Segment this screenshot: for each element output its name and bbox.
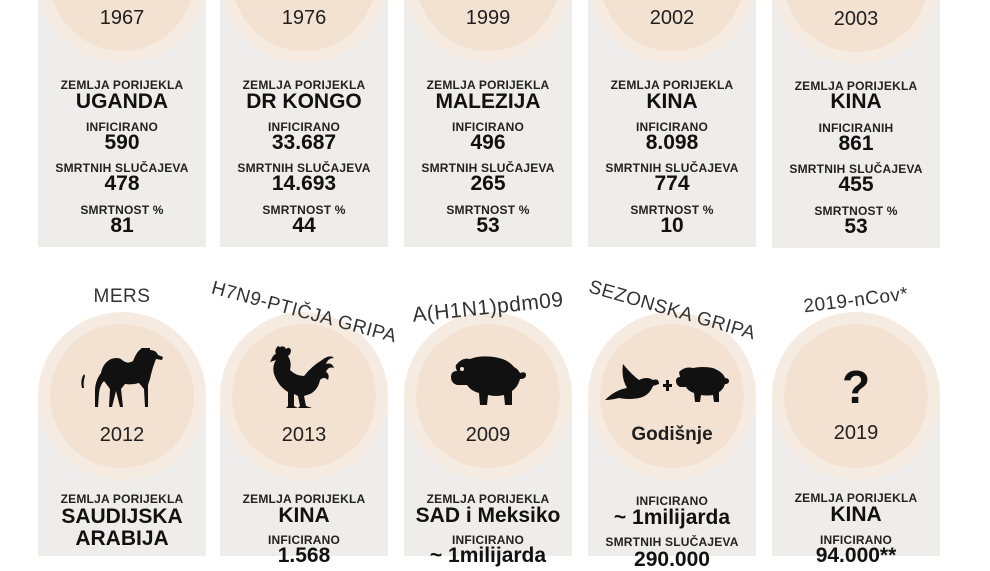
mortality-value: 44 [292, 214, 316, 237]
infected-label: INFICIRANO [452, 120, 524, 134]
origin-value: KINA [830, 503, 882, 526]
origin-label: ZEMLJA PORIJEKLA [60, 78, 184, 92]
rooster-icon [270, 346, 334, 408]
year-label: 2019 [833, 422, 879, 444]
infected-value: ~ 1milijarda [429, 544, 547, 567]
deaths-value: 455 [838, 173, 874, 196]
origin-value: KINA [278, 504, 330, 527]
origin-value: DR KONGO [246, 90, 362, 113]
infected-label: INFICIRANO [636, 120, 708, 134]
mortality-label: SMRTNOST % [630, 203, 714, 217]
mortality-label: SMRTNOST % [80, 203, 164, 217]
year-label: 2013 [281, 424, 327, 446]
origin-label: ZEMLJA PORIJEKLA [610, 78, 734, 92]
infected-label: INFICIRANO [636, 494, 708, 508]
year-label: 2003 [833, 8, 879, 30]
origin-value: KINA [830, 90, 882, 113]
deaths-value: 774 [654, 172, 690, 195]
deaths-label: SMRTNIH SLUČAJEVA [237, 161, 371, 175]
origin-value: KINA [646, 90, 698, 113]
deaths-value: 478 [104, 172, 140, 195]
mortality-label: SMRTNOST % [814, 204, 898, 218]
deaths-label: SMRTNIH SLUČAJEVA [789, 162, 923, 176]
infected-value: 1.568 [277, 544, 331, 567]
mortality-label: SMRTNOST % [262, 203, 346, 217]
infected-value: 8.098 [645, 131, 699, 154]
infected-value: 33.687 [271, 131, 337, 154]
infected-value: 861 [838, 132, 874, 155]
infected-label: INFICIRANIH [818, 121, 894, 135]
infected-label: INFICIRANO [820, 533, 892, 547]
mortality-value: 53 [476, 214, 500, 237]
year-label: 1976 [281, 7, 327, 29]
question-mark-icon: ? [841, 361, 871, 413]
infected-value: ~ 1milijarda [613, 506, 731, 529]
virus-name: MERS [93, 286, 151, 307]
mortality-value: 81 [110, 214, 134, 237]
origin-label: ZEMLJA PORIJEKLA [426, 78, 550, 92]
year-label: 2012 [99, 424, 145, 446]
deaths-value: 290.000 [634, 548, 710, 571]
mortality-value: 10 [660, 214, 684, 237]
year-label: 1999 [465, 7, 511, 29]
mortality-label: SMRTNOST % [446, 203, 530, 217]
origin-value: UGANDA [75, 90, 169, 113]
origin-label: ZEMLJA PORIJEKLA [242, 78, 366, 92]
year-label: 2009 [465, 424, 511, 446]
infected-label: INFICIRANO [268, 120, 340, 134]
origin-value: SAUDIJSKA [61, 505, 183, 528]
origin-label: ZEMLJA PORIJEKLA [242, 492, 366, 506]
pig-icon [451, 356, 526, 405]
infected-value: 496 [470, 131, 506, 154]
mortality-value: 53 [844, 215, 868, 238]
deaths-value: 265 [470, 172, 506, 195]
deaths-label: SMRTNIH SLUČAJEVA [55, 161, 189, 175]
infected-value: 590 [104, 131, 140, 154]
origin-value-line2: ARABIJA [75, 527, 169, 550]
deaths-value: 14.693 [271, 172, 337, 195]
year-label: 2002 [649, 7, 695, 29]
infected-label: INFICIRANO [268, 533, 340, 547]
infected-value: 94.000** [815, 544, 897, 567]
bird-pig-icon [605, 364, 729, 402]
origin-label: ZEMLJA PORIJEKLA [794, 491, 918, 505]
year-label: Godišnje [631, 424, 713, 445]
infected-label: INFICIRANO [86, 120, 158, 134]
origin-label: ZEMLJA PORIJEKLA [426, 492, 550, 506]
origin-label: ZEMLJA PORIJEKLA [60, 492, 184, 506]
origin-value: MALEZIJA [435, 90, 541, 113]
deaths-label: SMRTNIH SLUČAJEVA [605, 535, 739, 549]
origin-value: SAD i Meksiko [415, 504, 561, 527]
year-label: 1967 [99, 7, 145, 29]
origin-label: ZEMLJA PORIJEKLA [794, 79, 918, 93]
camel-icon [81, 348, 163, 407]
deaths-label: SMRTNIH SLUČAJEVA [421, 161, 555, 175]
deaths-label: SMRTNIH SLUČAJEVA [605, 161, 739, 175]
infected-label: INFICIRANO [452, 533, 524, 547]
